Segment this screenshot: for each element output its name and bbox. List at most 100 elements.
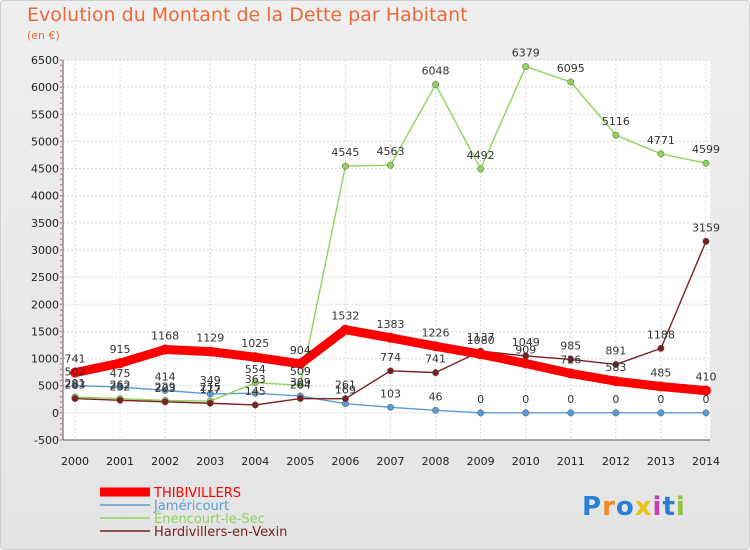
data-label-0: 1532 xyxy=(331,310,359,323)
data-point-0 xyxy=(520,358,531,369)
data-label-0: 410 xyxy=(696,371,717,384)
data-point-2 xyxy=(657,150,665,158)
data-point-2 xyxy=(612,131,620,139)
y-minor-tick xyxy=(60,91,62,94)
data-label-1: 169 xyxy=(335,384,356,397)
data-label-3: 203 xyxy=(155,382,176,395)
data-label-1: 0 xyxy=(522,393,529,406)
y-minor-tick xyxy=(60,374,62,376)
y-minor-tick xyxy=(60,260,62,262)
y-tick-label: 3500 xyxy=(31,217,59,230)
data-point-3 xyxy=(567,355,575,363)
data-point-1 xyxy=(116,383,124,391)
y-minor-tick xyxy=(60,412,62,414)
data-label-2: 4492 xyxy=(467,149,495,162)
data-label-1: 475 xyxy=(110,367,131,380)
y-minor-tick xyxy=(60,292,62,295)
data-label-2: 291 xyxy=(65,377,86,390)
y-minor-tick xyxy=(60,265,62,268)
y-tick-label: 4000 xyxy=(31,190,59,203)
y-minor-tick xyxy=(60,357,62,360)
series-lines xyxy=(70,63,711,417)
data-point-0 xyxy=(340,324,351,335)
logo-letter: x xyxy=(634,492,653,522)
data-label-2: 215 xyxy=(200,381,221,394)
data-label-3: 261 xyxy=(335,379,356,392)
data-label-2: 5116 xyxy=(602,115,630,128)
data-label-3: 985 xyxy=(560,339,581,352)
y-minor-tick xyxy=(60,135,62,137)
y-minor-tick xyxy=(60,64,62,67)
data-point-3 xyxy=(387,367,394,375)
data-label-3: 774 xyxy=(380,351,401,364)
data-point-0 xyxy=(430,341,441,352)
legend-label-2: Énencourt-le-Sec xyxy=(154,511,265,527)
logo-letter: r xyxy=(602,492,616,522)
data-label-2: 554 xyxy=(245,363,266,376)
x-tick-label: 2009 xyxy=(467,455,495,468)
data-point-3 xyxy=(116,396,124,404)
data-point-1 xyxy=(161,386,169,394)
y-minor-tick xyxy=(60,428,62,430)
chart-unit: (en €) xyxy=(27,29,60,42)
data-label-0: 1080 xyxy=(467,334,495,347)
y-minor-tick xyxy=(60,352,62,354)
data-label-3: 891 xyxy=(605,344,626,357)
data-label-1: 46 xyxy=(429,390,443,403)
y-minor-tick xyxy=(60,86,62,88)
data-label-2: 262 xyxy=(110,379,131,392)
y-tick-label: -500 xyxy=(34,434,59,447)
data-point-0 xyxy=(701,385,711,396)
data-point-3 xyxy=(657,344,665,352)
y-minor-tick xyxy=(60,254,62,257)
x-tick-label: 2004 xyxy=(241,455,269,468)
data-point-3 xyxy=(71,395,79,403)
x-tick-label: 2012 xyxy=(602,455,630,468)
x-tick-label: 2001 xyxy=(106,455,134,468)
y-minor-tick xyxy=(60,249,62,251)
data-label-3: 3159 xyxy=(692,221,720,234)
data-point-2 xyxy=(296,381,304,389)
data-label-1: 0 xyxy=(477,393,484,406)
y-minor-tick xyxy=(60,298,62,300)
x-tick-label: 2005 xyxy=(286,455,314,468)
y-minor-tick xyxy=(60,238,62,240)
x-tick-label: 2000 xyxy=(61,455,89,468)
data-point-1 xyxy=(387,403,394,411)
y-tick-label: 5500 xyxy=(31,108,59,121)
data-point-0 xyxy=(475,349,486,360)
y-minor-tick xyxy=(60,439,62,441)
y-minor-tick xyxy=(60,178,62,181)
data-label-2: 6048 xyxy=(422,65,450,78)
y-minor-tick xyxy=(60,118,62,121)
data-label-0: 1226 xyxy=(422,326,450,339)
data-label-3: 1049 xyxy=(512,336,540,349)
y-minor-tick xyxy=(60,384,62,387)
y-minor-tick xyxy=(60,189,62,192)
y-minor-tick xyxy=(60,205,62,208)
y-minor-tick xyxy=(60,363,62,365)
data-label-0: 1025 xyxy=(241,337,269,350)
data-label-0: 1383 xyxy=(377,318,405,331)
data-point-0 xyxy=(115,358,126,369)
data-point-2 xyxy=(522,63,530,71)
data-point-2 xyxy=(341,162,349,170)
data-point-2 xyxy=(387,161,394,169)
axes: -500 0 500 1000 1500 2000 2500 3000 3500 4000 4500… xyxy=(31,54,720,468)
data-point-0 xyxy=(160,344,171,355)
y-minor-tick xyxy=(60,281,62,284)
data-point-2 xyxy=(567,78,575,86)
data-label-3: 263 xyxy=(65,379,86,392)
y-minor-tick xyxy=(60,406,62,409)
y-minor-tick xyxy=(60,303,62,306)
y-minor-tick xyxy=(60,243,62,246)
data-label-3: 264 xyxy=(290,379,311,392)
data-label-3: 1137 xyxy=(467,331,495,344)
data-label-3: 145 xyxy=(245,385,266,398)
logo-letter: i xyxy=(652,492,663,522)
legend-label-1: Jaméricourt xyxy=(153,499,229,514)
y-minor-tick xyxy=(60,401,62,403)
y-tick-label: 6000 xyxy=(31,81,59,94)
logo-letter: o xyxy=(615,492,635,522)
y-minor-tick xyxy=(60,270,62,273)
